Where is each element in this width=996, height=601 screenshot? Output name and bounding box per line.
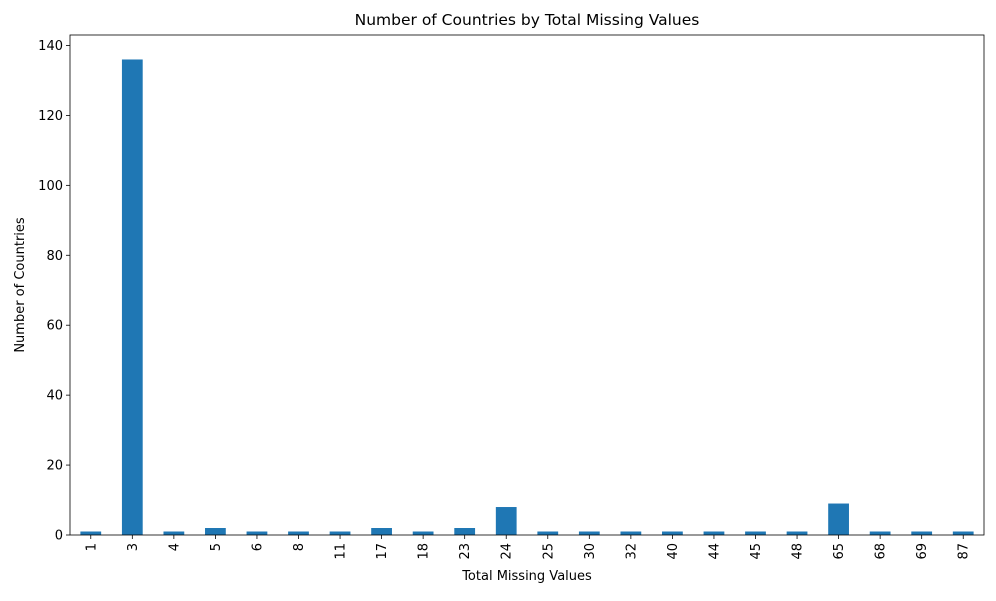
y-tick-label-100: 100 (38, 179, 63, 194)
bar-45 (745, 531, 766, 535)
y-tick-label-140: 140 (38, 39, 63, 54)
bar-40 (662, 531, 683, 535)
x-tick-label-69: 69 (915, 543, 930, 560)
y-tick-label-120: 120 (38, 109, 63, 124)
x-tick-label-68: 68 (874, 543, 889, 560)
bar-44 (703, 531, 725, 535)
x-tick-label-1: 1 (84, 543, 99, 551)
x-tick-label-18: 18 (417, 543, 432, 560)
x-axis-label: Total Missing Values (461, 569, 592, 584)
bar-25 (537, 531, 559, 535)
x-tick-label-17: 17 (375, 543, 390, 560)
x-tick-label-32: 32 (624, 543, 639, 560)
x-tick-label-8: 8 (292, 543, 307, 551)
bar-30 (578, 531, 600, 535)
bar-24 (495, 507, 517, 535)
bar-17 (371, 528, 392, 535)
x-tick-label-48: 48 (791, 543, 806, 560)
bar-48 (786, 531, 808, 535)
x-tick-label-4: 4 (167, 543, 182, 551)
y-tick-label-40: 40 (46, 389, 63, 404)
x-tick-label-5: 5 (209, 543, 224, 551)
x-tick-label-25: 25 (541, 543, 556, 560)
y-tick-label-80: 80 (46, 249, 63, 264)
x-tick-label-24: 24 (500, 543, 515, 560)
x-tick-label-40: 40 (666, 543, 681, 560)
bar-32 (620, 531, 642, 535)
bar-1 (80, 531, 102, 535)
x-tick-label-11: 11 (334, 543, 349, 560)
bar-65 (828, 503, 849, 535)
x-tick-label-44: 44 (707, 543, 722, 560)
x-tick-label-23: 23 (458, 543, 473, 560)
bar-68 (869, 531, 891, 535)
x-tick-label-87: 87 (957, 543, 972, 560)
bar-5 (205, 528, 226, 535)
bar-18 (412, 531, 434, 535)
bar-6 (246, 531, 268, 535)
bar-4 (163, 531, 185, 535)
y-axis-label: Number of Countries (13, 217, 28, 353)
bar-11 (329, 531, 351, 535)
y-tick-label-0: 0 (55, 529, 63, 544)
bar-69 (911, 531, 933, 535)
chart-title: Number of Countries by Total Missing Val… (355, 11, 700, 29)
y-tick-label-60: 60 (46, 319, 63, 334)
y-tick-label-20: 20 (46, 459, 63, 474)
bar-87 (952, 531, 974, 535)
x-tick-label-45: 45 (749, 543, 764, 560)
bar-8 (288, 531, 309, 535)
x-tick-label-65: 65 (832, 543, 847, 560)
x-tick-label-3: 3 (126, 543, 141, 551)
bar-3 (121, 59, 143, 535)
plot-frame (69, 34, 985, 536)
x-tick-label-6: 6 (250, 543, 265, 551)
x-tick-label-30: 30 (583, 543, 598, 560)
bar-23 (454, 528, 476, 535)
